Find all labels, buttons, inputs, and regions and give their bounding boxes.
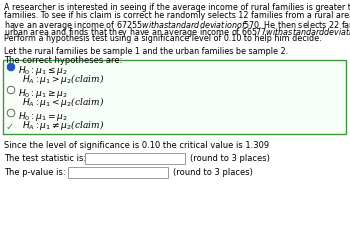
Text: The correct hypotheses are:: The correct hypotheses are:: [4, 56, 122, 65]
Circle shape: [8, 64, 14, 70]
Text: A researcher is interested in seeing if the average income of rural families is : A researcher is interested in seeing if …: [4, 3, 350, 12]
Text: $H_A : \mu_1 > \mu_2$(claim): $H_A : \mu_1 > \mu_2$(claim): [22, 71, 104, 86]
Circle shape: [8, 87, 14, 93]
Text: $H_0 : \mu_1 = \mu_2$: $H_0 : \mu_1 = \mu_2$: [18, 109, 68, 123]
Text: families. To see if his claim is correct he randomly selects 12 families from a : families. To see if his claim is correct…: [4, 11, 350, 20]
Text: Since the level of significance is 0.10 the critical value is 1.309: Since the level of significance is 0.10 …: [4, 141, 269, 150]
Text: (round to 3 places): (round to 3 places): [173, 168, 253, 177]
Text: Perform a hypothesis test using a significance level of 0.10 to help him decide.: Perform a hypothesis test using a signif…: [4, 34, 322, 43]
Text: have an average income of $67255 with a standard deviation of $570. He then sele: have an average income of $67255 with a …: [4, 19, 350, 32]
FancyBboxPatch shape: [3, 60, 346, 134]
FancyBboxPatch shape: [85, 153, 185, 163]
Text: Let the rural families be sample 1 and the urban families be sample 2.: Let the rural families be sample 1 and t…: [4, 47, 288, 56]
Text: (round to 3 places): (round to 3 places): [190, 154, 270, 163]
Circle shape: [8, 110, 14, 116]
Text: $H_A : \mu_1 < \mu_2$(claim): $H_A : \mu_1 < \mu_2$(claim): [22, 94, 104, 109]
Text: $H_0 : \mu_1 \leq \mu_2$: $H_0 : \mu_1 \leq \mu_2$: [18, 64, 68, 76]
Text: The test statistic is:: The test statistic is:: [4, 154, 86, 163]
Text: $H_0 : \mu_1 \geq \mu_2$: $H_0 : \mu_1 \geq \mu_2$: [18, 87, 68, 99]
Text: The p-value is:: The p-value is:: [4, 168, 66, 177]
Text: urban area and finds that they have an average income of $66577 with a standard : urban area and finds that they have an a…: [4, 26, 350, 39]
Text: $H_A : \mu_1 \neq \mu_2$(claim): $H_A : \mu_1 \neq \mu_2$(claim): [22, 118, 104, 131]
Text: ✓: ✓: [6, 122, 14, 132]
FancyBboxPatch shape: [68, 167, 168, 178]
